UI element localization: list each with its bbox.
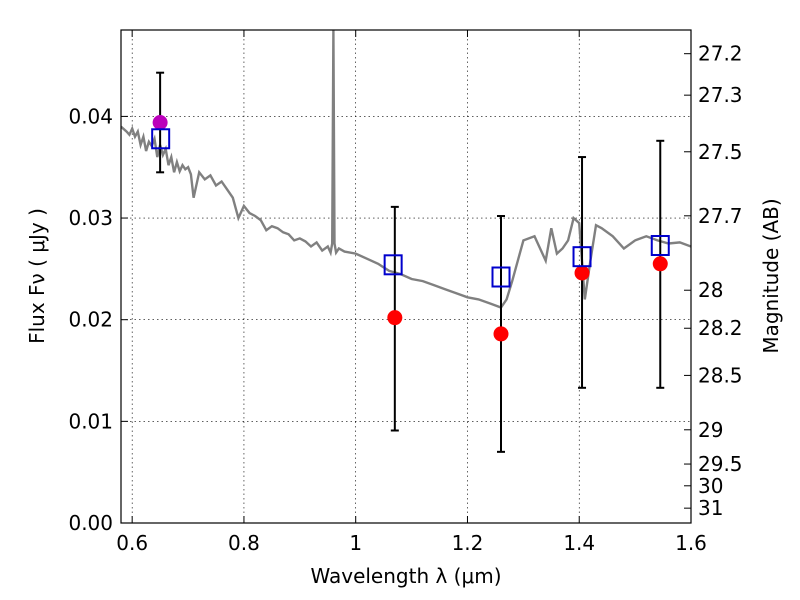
observed-flux-point <box>574 265 590 281</box>
x-tick-label: 1.4 <box>563 531 595 555</box>
y-tick-labels: 0.00 0.01 0.02 0.03 0.04 <box>68 104 113 535</box>
magnitude-tick-label: 28 <box>698 278 723 302</box>
y-tick-label: 0.00 <box>68 511 113 535</box>
magnitude-tick-label: 27.3 <box>698 83 743 107</box>
y-tick-label: 0.01 <box>68 409 113 433</box>
model-photometry-square <box>383 254 403 276</box>
x-axis-label: Wavelength λ (μm) <box>310 564 501 588</box>
grid-lines <box>121 30 692 523</box>
observed-flux-point <box>493 326 509 342</box>
magnitude-tick-label: 29.5 <box>698 452 743 476</box>
y-tick-label: 0.04 <box>68 104 113 128</box>
x-tick-label: 0.6 <box>116 531 148 555</box>
y2-axis-label: Magnitude (AB) <box>759 198 783 353</box>
observed-flux-point <box>652 256 668 272</box>
magnitude-tick-label: 31 <box>698 496 723 520</box>
error-bars <box>156 71 665 453</box>
axis-ticks <box>121 30 692 524</box>
magnitude-tick-label: 28.5 <box>698 363 743 387</box>
model-photometry-square <box>491 266 511 288</box>
optical-flux-point <box>152 115 168 131</box>
magnitude-tick-label: 28.2 <box>698 316 743 340</box>
magnitude-tick-label: 29 <box>698 418 723 442</box>
model-photometry-square <box>572 246 592 268</box>
magnitude-tick-label: 30 <box>698 474 723 498</box>
y-tick-label: 0.02 <box>68 308 113 332</box>
model-spectrum-line <box>121 30 691 309</box>
x-tick-label: 0.8 <box>228 531 260 555</box>
magnitude-tick-label: 27.2 <box>698 42 743 66</box>
x-tick-label: 1.2 <box>452 531 484 555</box>
observed-flux-point <box>387 310 403 326</box>
y-tick-label: 0.03 <box>68 206 113 230</box>
magnitude-tick-label: 27.5 <box>698 140 743 164</box>
y-axis-label: Flux Fν ( μJy ) <box>25 208 49 344</box>
model-photometry-square <box>151 128 171 150</box>
magnitude-tick-label: 27.7 <box>698 204 743 228</box>
x-tick-label: 1.6 <box>675 531 707 555</box>
model-photometry-square <box>650 234 670 256</box>
x-tick-label: 1 <box>349 531 362 555</box>
data-markers <box>151 115 670 342</box>
model-spectrum <box>121 30 691 309</box>
plot-frame <box>120 29 692 524</box>
x-tick-labels: 0.6 0.8 1 1.2 1.4 1.6 <box>116 531 707 555</box>
